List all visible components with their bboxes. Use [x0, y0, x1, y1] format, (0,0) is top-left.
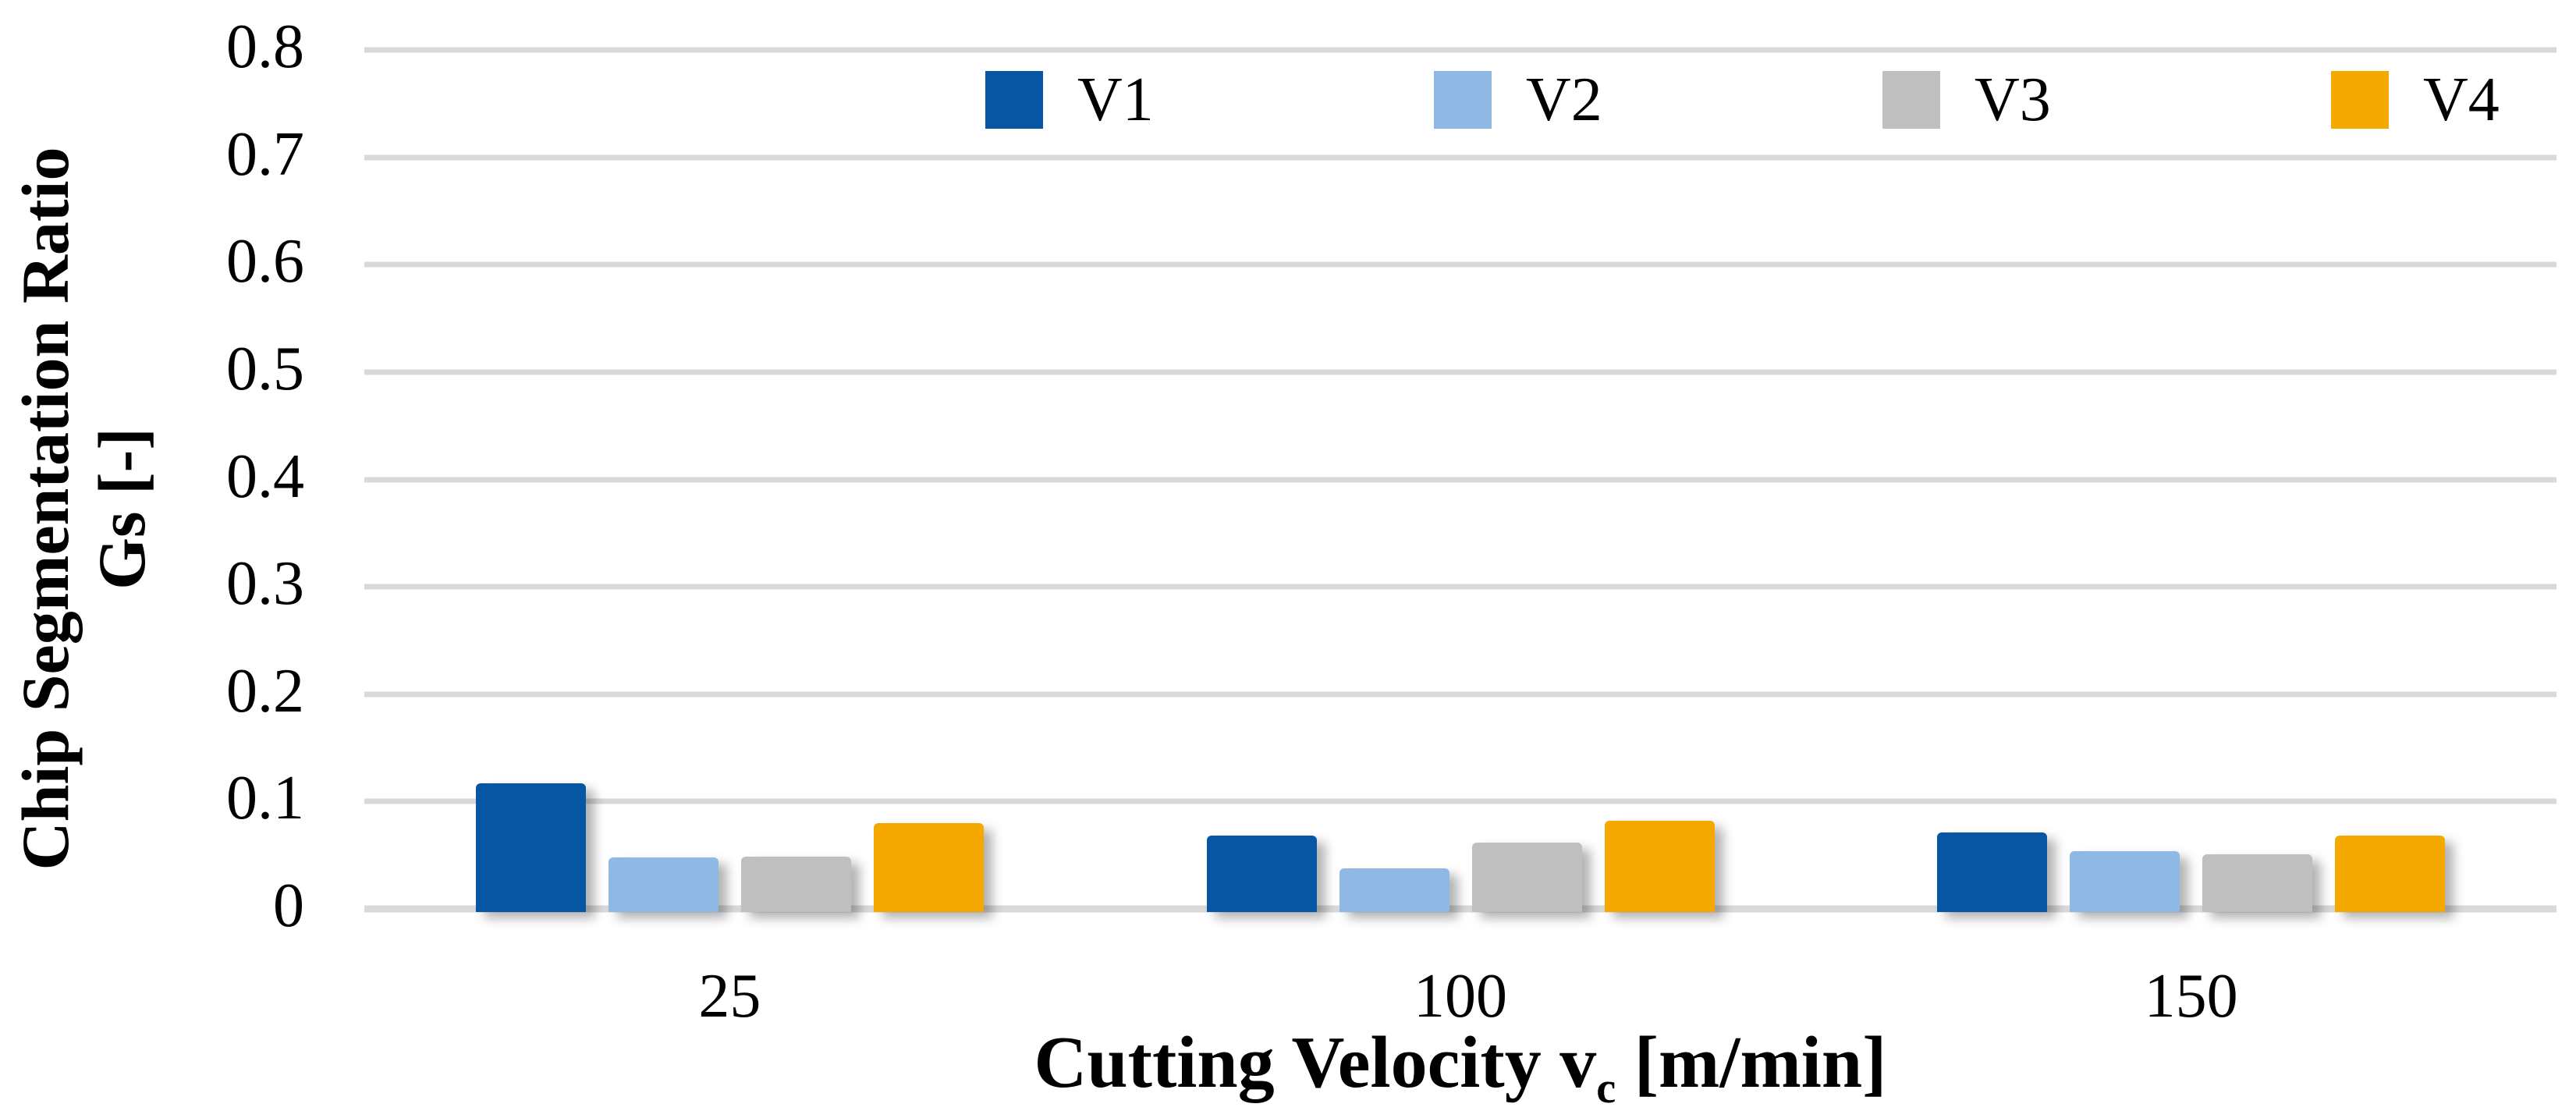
y-tick-label: 0.2: [226, 656, 304, 726]
x-axis-title-units: [m/min]: [1616, 1022, 1887, 1103]
y-tick-label: 0.4: [226, 442, 304, 511]
y-tick-label: 0.8: [226, 12, 304, 81]
legend-item-v3: V3: [1882, 66, 2051, 134]
gridline: [364, 154, 2556, 161]
x-axis-title-subscript: c: [1596, 1063, 1616, 1113]
gridline: [364, 798, 2556, 804]
y-tick-label: 0.1: [226, 764, 304, 833]
legend-item-v2: V2: [1434, 66, 1602, 134]
bar-v2-25: [608, 857, 719, 912]
legend-item-v4: V4: [2331, 66, 2500, 134]
bar-v4-150: [2335, 836, 2446, 912]
legend-label: V1: [1077, 66, 1154, 134]
y-tick-label: 0: [273, 871, 304, 940]
bar-v1-100: [1206, 836, 1317, 912]
gridline: [364, 261, 2556, 268]
legend-swatch-v2: [1434, 71, 1492, 129]
x-axis-baseline: [364, 905, 2556, 913]
x-axis-title: Cutting Velocity vc [m/min]: [364, 1020, 2556, 1110]
bar-v3-100: [1471, 842, 1582, 912]
bar-v1-150: [1937, 832, 2048, 912]
legend-item-v1: V1: [985, 66, 1154, 134]
bar-v4-25: [873, 822, 984, 912]
x-tick-label: 25: [698, 962, 761, 1031]
bar-v2-150: [2070, 850, 2180, 912]
legend-label: V3: [1975, 66, 2051, 134]
bar-v3-25: [740, 856, 851, 912]
gridline: [364, 47, 2556, 53]
x-axis-title-text: Cutting Velocity v: [1034, 1022, 1597, 1103]
gridline: [364, 369, 2556, 375]
legend-label: V4: [2423, 66, 2500, 134]
x-tick-label: 100: [1414, 962, 1507, 1031]
bar-v1-25: [475, 783, 586, 912]
y-tick-label: 0.7: [226, 119, 304, 189]
legend-label: V2: [1526, 66, 1602, 134]
y-tick-label: 0.3: [226, 548, 304, 618]
legend-swatch-v1: [985, 71, 1043, 129]
bar-v2-100: [1339, 868, 1449, 912]
bar-v3-150: [2202, 854, 2313, 912]
y-tick-label: 0.5: [226, 334, 304, 403]
gridline: [364, 477, 2556, 482]
bar-v4-100: [1604, 821, 1715, 912]
gridline: [364, 691, 2556, 697]
legend-swatch-v4: [2331, 71, 2389, 129]
y-tick-label: 0.6: [226, 227, 304, 296]
x-tick-label: 150: [2144, 962, 2238, 1031]
legend-swatch-v3: [1882, 71, 1940, 129]
gridline: [364, 584, 2556, 590]
